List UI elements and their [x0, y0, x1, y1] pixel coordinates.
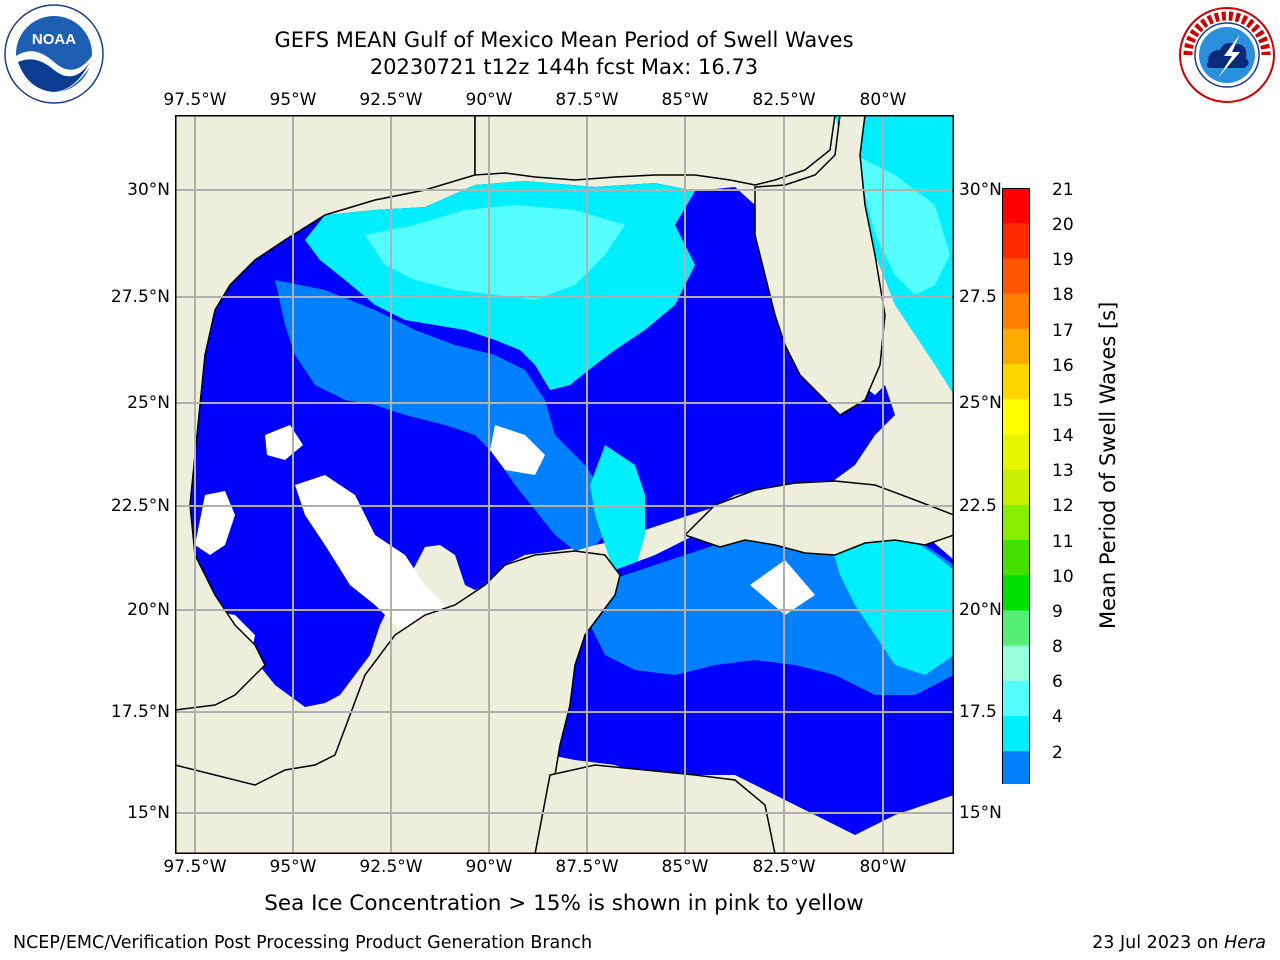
lon-tick-top: 97.5°W: [163, 90, 227, 110]
lat-tick-right: 25°N: [959, 393, 1002, 413]
footer-credit: NCEP/EMC/Verification Post Processing Pr…: [13, 933, 593, 953]
lon-tick-bottom: 90°W: [465, 857, 513, 877]
lon-tick-top: 80°W: [859, 90, 907, 110]
nodata-patch-4: [490, 425, 545, 475]
colorbar-tick: 15: [1052, 391, 1074, 411]
lat-tick-left: 15°N: [127, 803, 170, 823]
colorbar-tick: 14: [1052, 426, 1074, 446]
sea-ice-note: Sea Ice Concentration > 15% is shown in …: [264, 891, 864, 916]
gulf-cyan-channel: [590, 445, 645, 575]
footer-date-text: 23 Jul 2023 on: [1092, 933, 1225, 953]
map-gridlines: [175, 115, 954, 854]
lat-tick-right: 30°N: [959, 180, 1002, 200]
lon-tick-top: 95°W: [269, 90, 317, 110]
colorbar-segment: [1002, 399, 1030, 435]
lat-tick-right: 22.5: [959, 496, 997, 516]
colorbar-tick: 20: [1052, 215, 1074, 235]
colorbar-tick: 8: [1052, 637, 1063, 657]
colorbar-segment: [1002, 751, 1030, 787]
chart-title: GEFS MEAN Gulf of Mexico Mean Period of …: [274, 28, 854, 52]
colorbar-segment: [1002, 504, 1030, 541]
nws-logo: [1178, 6, 1276, 104]
nodata-patch-2: [295, 475, 455, 635]
colorbar-tick: 19: [1052, 250, 1074, 270]
us-gulf-coast-land: [474, 114, 836, 186]
colorbar-tick: 13: [1052, 461, 1074, 481]
colorbar-tick: 12: [1052, 496, 1074, 516]
colorbar-tick: 18: [1052, 285, 1074, 305]
colorbar-segment: [1002, 610, 1030, 647]
lat-tick-left: 17.5°N: [110, 702, 170, 722]
chart-subtitle: 20230721 t12z 144h fcst Max: 16.73: [369, 55, 759, 79]
lon-tick-top: 82.5°W: [752, 90, 816, 110]
mexico-west-land: [174, 114, 476, 711]
lat-tick-right: 17.5: [959, 702, 997, 722]
lat-tick-left: 25°N: [127, 393, 170, 413]
colorbar-segment: [1002, 434, 1030, 471]
noaa-logo: NOAA: [4, 4, 104, 104]
map-frame: [175, 115, 954, 854]
lon-tick-bottom: 92.5°W: [359, 857, 423, 877]
lon-tick-bottom: 82.5°W: [752, 857, 816, 877]
footer-date: 23 Jul 2023 on Hera: [1092, 932, 1266, 954]
colorbar-tick: 6: [1052, 672, 1063, 692]
lon-tick-bottom: 80°W: [859, 857, 907, 877]
gulf-lightcyan: [365, 205, 625, 300]
colorbar-segment: [1002, 258, 1030, 295]
colorbar-segment: [1002, 293, 1030, 330]
colorbar-tick: 21: [1052, 180, 1074, 200]
colorbar-tick: 2: [1052, 743, 1063, 763]
footer-machine: Hera: [1224, 933, 1266, 953]
colorbar-tick: 16: [1052, 356, 1074, 376]
lon-tick-bottom: 87.5°W: [555, 857, 619, 877]
colorbar-segment: [1002, 328, 1030, 365]
colorbar-segment: [1002, 364, 1030, 400]
colorbar-segment: [1002, 716, 1030, 752]
lon-tick-bottom: 85°W: [661, 857, 709, 877]
colorbar-segment: [1002, 188, 1030, 224]
lat-tick-right: 27.5: [959, 287, 997, 307]
noaa-logo-text: NOAA: [32, 31, 76, 48]
lat-tick-left: 27.5°N: [110, 287, 170, 307]
colorbar-tick: 4: [1052, 707, 1063, 727]
lat-tick-right: 15°N: [959, 803, 1002, 823]
colorbar-segment: [1002, 645, 1030, 682]
lat-tick-left: 22.5°N: [110, 496, 170, 516]
colorbar-label: Mean Period of Swell Waves [s]: [1096, 301, 1120, 629]
gulf-medblue: [275, 280, 615, 551]
colorbar: [1001, 188, 1036, 816]
cuba-land: [683, 480, 955, 556]
caribbean-cyan: [825, 515, 954, 675]
colorbar-tick: 17: [1052, 321, 1074, 341]
lat-tick-right: 20°N: [959, 600, 1002, 620]
map-panel: [174, 114, 955, 855]
lon-tick-bottom: 95°W: [269, 857, 317, 877]
colorbar-svg: [1001, 188, 1031, 816]
colorbar-segment: [1002, 680, 1030, 717]
colorbar-tick: 10: [1052, 567, 1074, 587]
lon-tick-top: 85°W: [661, 90, 709, 110]
lon-tick-bottom: 97.5°W: [163, 857, 227, 877]
gulf-of-mexico-map: [174, 114, 955, 855]
colorbar-segment: [1002, 540, 1030, 576]
lon-tick-top: 90°W: [465, 90, 513, 110]
colorbar-tick: 11: [1052, 532, 1074, 552]
colorbar-segment: [1002, 223, 1030, 259]
lon-tick-top: 92.5°W: [359, 90, 423, 110]
lat-tick-left: 20°N: [127, 600, 170, 620]
colorbar-tick: 9: [1052, 602, 1063, 622]
caribbean-nodata: [750, 560, 815, 615]
colorbar-segment: [1002, 575, 1030, 611]
lon-tick-top: 87.5°W: [555, 90, 619, 110]
lat-tick-left: 30°N: [127, 180, 170, 200]
colorbar-segment: [1002, 469, 1030, 506]
